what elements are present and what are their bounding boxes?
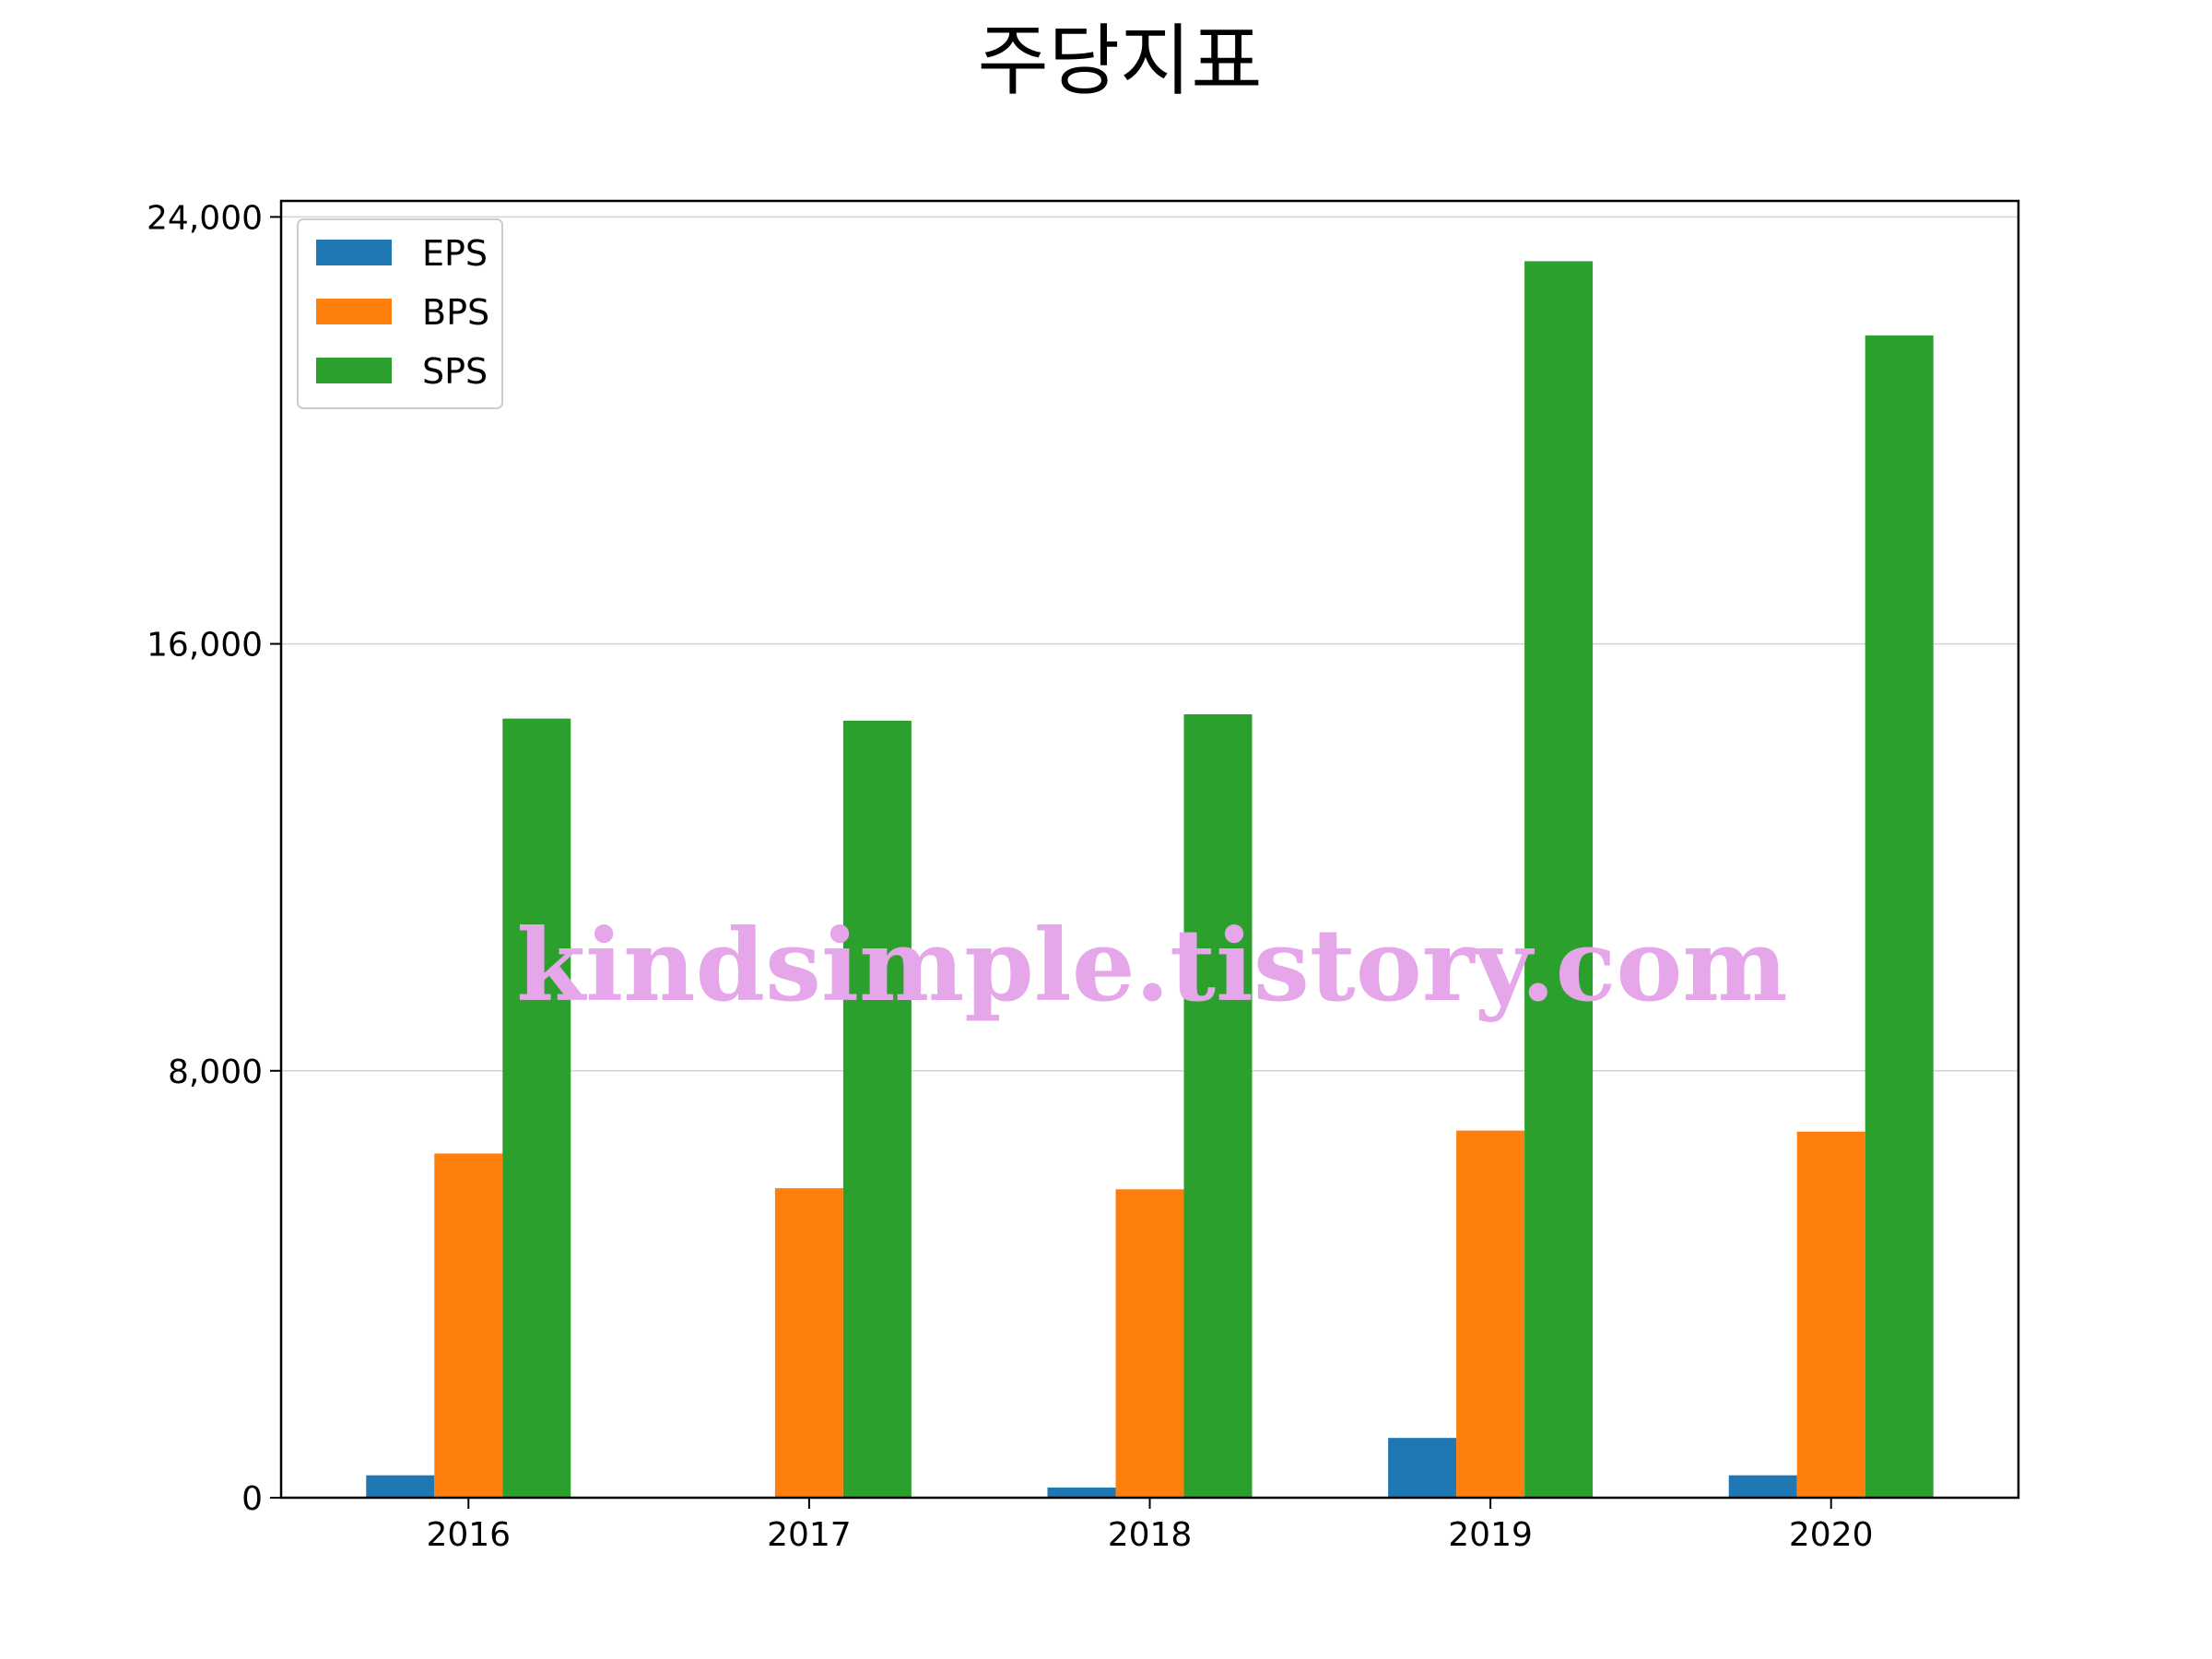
x-tick-label: 2018 xyxy=(1108,1516,1193,1554)
bar-bps-2020 xyxy=(1796,1131,1865,1498)
watermark: kindsimple.tistory.com xyxy=(516,908,1787,1024)
bar-sps-2016 xyxy=(502,718,571,1498)
bar-sps-2018 xyxy=(1183,714,1253,1498)
legend-swatch-eps xyxy=(316,240,392,265)
bars xyxy=(366,261,1934,1498)
bar-sps-2017 xyxy=(842,720,912,1498)
x-axis: 2016 2017 2018 2019 2020 xyxy=(426,1498,1874,1554)
legend-swatch-bps xyxy=(316,299,392,324)
bar-bps-2019 xyxy=(1456,1130,1525,1498)
y-tick-label: 24,000 xyxy=(147,199,263,237)
bar-eps-2018 xyxy=(1047,1487,1116,1498)
bar-bps-2018 xyxy=(1115,1189,1184,1498)
y-tick-label: 8,000 xyxy=(168,1053,263,1091)
bar-eps-2019 xyxy=(1388,1438,1457,1498)
bar-sps-2019 xyxy=(1524,261,1594,1498)
legend-swatch-sps xyxy=(316,358,392,383)
x-tick-label: 2017 xyxy=(767,1516,852,1554)
bar-bps-2016 xyxy=(434,1153,503,1498)
legend-label-bps: BPS xyxy=(422,292,489,333)
bar-eps-2020 xyxy=(1728,1475,1797,1498)
y-tick-label: 16,000 xyxy=(147,627,263,665)
y-axis: 0 8,000 16,000 24,000 xyxy=(147,199,281,1518)
x-tick-label: 2019 xyxy=(1448,1516,1533,1554)
chart-title: 주당지표 xyxy=(977,16,1262,106)
x-tick-label: 2016 xyxy=(426,1516,511,1554)
legend-label-sps: SPS xyxy=(422,351,488,392)
bar-sps-2020 xyxy=(1865,335,1934,1498)
legend: EPS BPS SPS xyxy=(297,218,503,409)
bar-eps-2016 xyxy=(366,1475,435,1498)
x-tick-label: 2020 xyxy=(1789,1516,1874,1554)
y-tick-label: 0 xyxy=(241,1480,263,1518)
bar-bps-2017 xyxy=(774,1188,843,1498)
legend-label-eps: EPS xyxy=(422,233,488,274)
